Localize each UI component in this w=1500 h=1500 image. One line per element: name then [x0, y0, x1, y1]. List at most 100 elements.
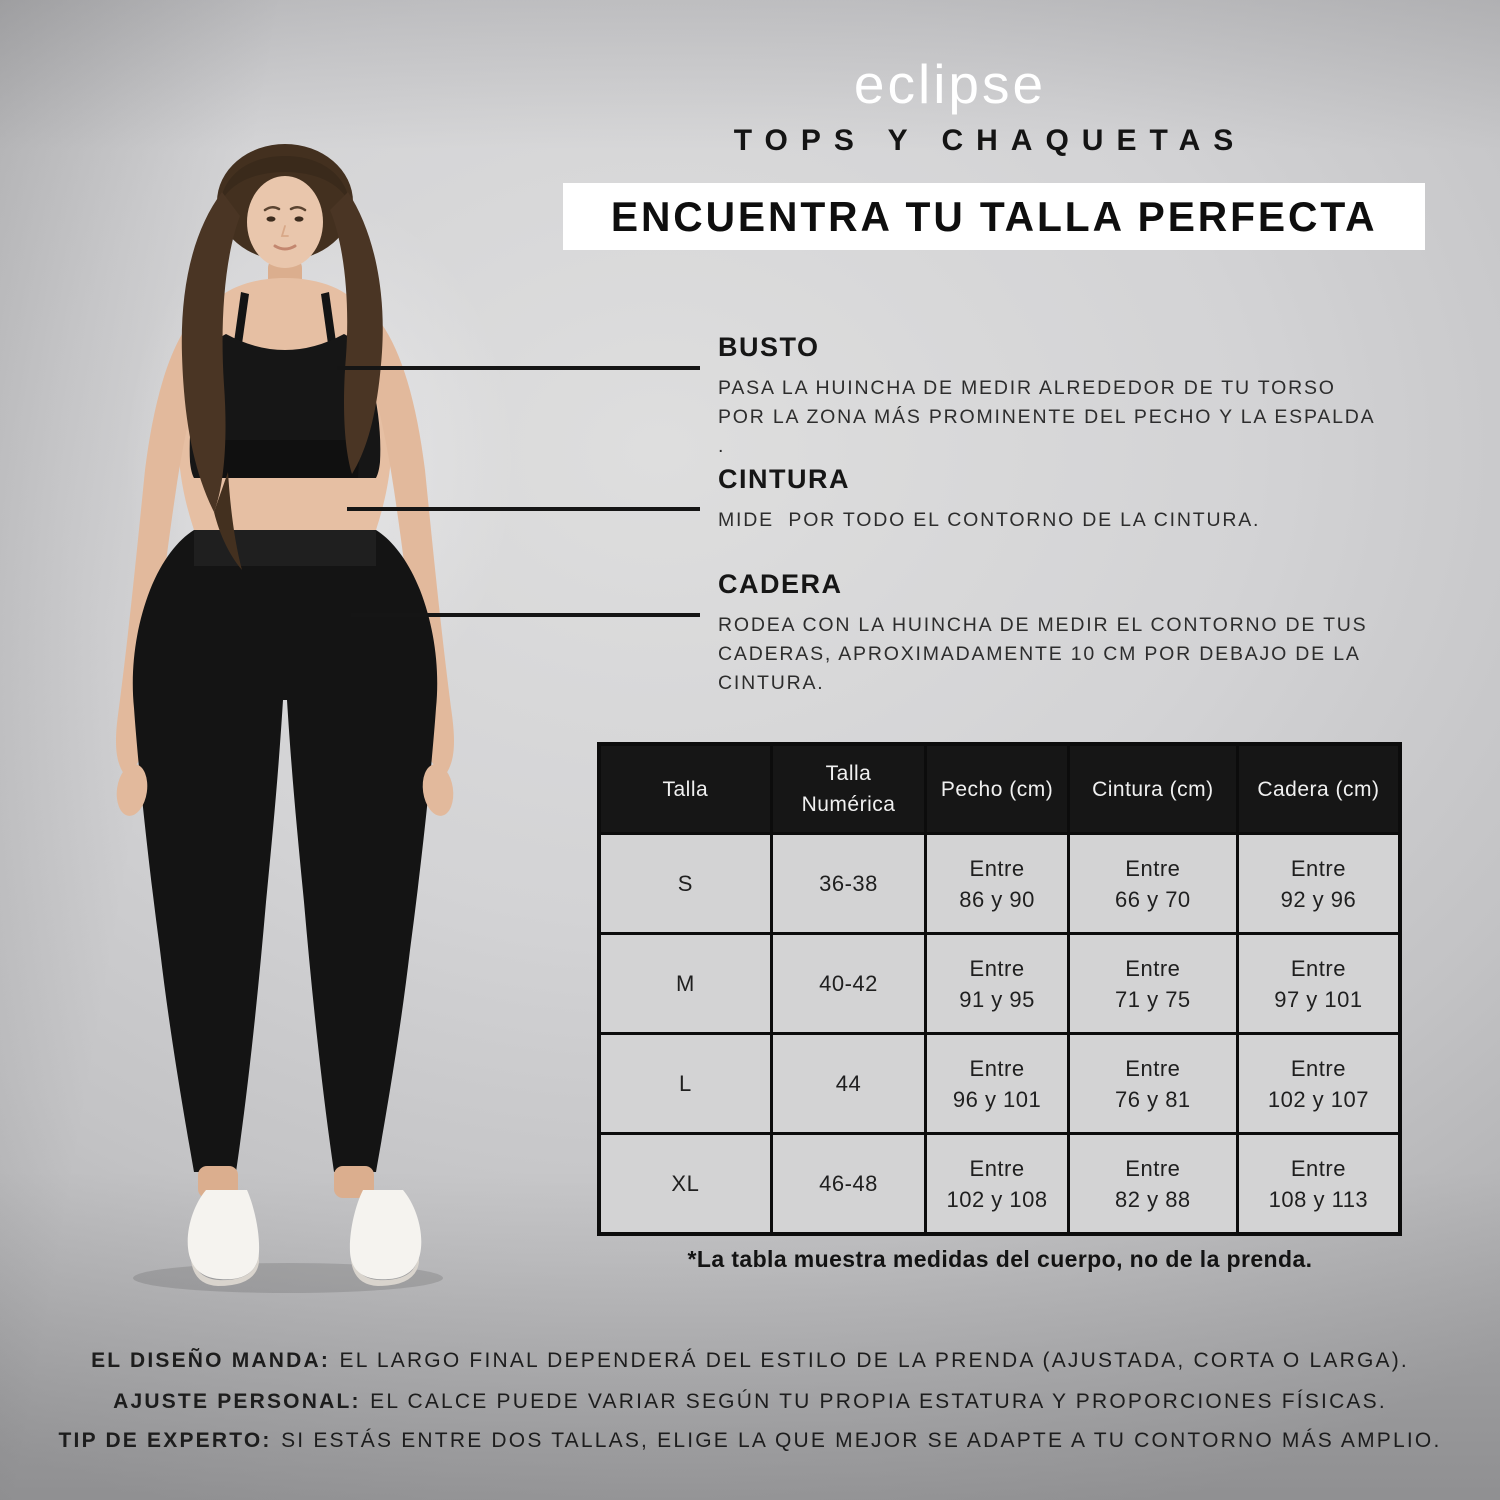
table-cell: Entre 108 y 113 [1235, 1132, 1402, 1236]
size-table-header: Talla Talla Numérica Pecho (cm) Cintura (cm)… [597, 742, 1402, 835]
table-cell: Entre 92 y 96 [1235, 832, 1402, 935]
header-row: Talla Talla Numérica Pecho (cm) Cintura (cm)… [597, 742, 1402, 835]
expert-tip-note-text: SI ESTÁS ENTRE DOS TALLAS, ELIGE LA QUE … [281, 1429, 1442, 1452]
cell-line: 66 y 70 [1115, 886, 1191, 912]
cell-line: Entre [969, 1155, 1025, 1181]
cell-line: Talla [825, 762, 872, 785]
cell-line: Entre [1125, 1055, 1181, 1081]
cell-line: L [678, 1071, 692, 1096]
table-cell: L [597, 1032, 773, 1135]
title-banner: ENCUENTRA TU TALLA PERFECTA [563, 183, 1425, 250]
design-note: EL DISEÑO MANDA: EL LARGO FINAL DEPENDERÁ… [20, 1349, 1480, 1373]
category-title: TOPS Y CHAQUETAS [733, 124, 1247, 157]
cell-line: 91 y 95 [959, 986, 1035, 1012]
cell-line: 108 y 113 [1268, 1186, 1369, 1212]
table-row: M 40-42 Entre 91 y 95 Entre 71 y 75 Entre 97 y … [597, 932, 1402, 1035]
table-cell: 44 [769, 1032, 928, 1135]
cell-line: Entre [1125, 855, 1181, 881]
cell-line: Entre [969, 955, 1025, 981]
cell-line: 92 y 96 [1280, 886, 1357, 912]
table-cell: S [597, 832, 773, 935]
table-cell: Entre 97 y 101 [1235, 932, 1402, 1035]
cell-line: 97 y 101 [1274, 986, 1363, 1012]
personal-fit-note: AJUSTE PERSONAL: EL CALCE PUEDE VARIAR SE… [20, 1390, 1480, 1414]
header-cell: Pecho (cm) [924, 742, 1070, 835]
cell-line: 102 y 108 [946, 1186, 1048, 1212]
busto-annotation-line [337, 366, 700, 370]
model-photo [116, 144, 454, 1293]
page-title: ENCUENTRA TU TALLA PERFECTA [610, 192, 1378, 240]
expert-tip-note-lead: TIP DE EXPERTO: [58, 1429, 272, 1452]
cell-line: 102 y 107 [1267, 1086, 1369, 1112]
table-cell: Entre 82 y 88 [1066, 1132, 1239, 1236]
cintura-line-1: MIDE POR TODO EL CONTORNO DE LA CINTURA. [718, 509, 1261, 531]
cell-line: Entre [1290, 1155, 1346, 1181]
table-cell: Entre 76 y 81 [1066, 1032, 1239, 1135]
cell-line: Entre [1290, 1055, 1346, 1081]
expert-tip-note: TIP DE EXPERTO: SI ESTÁS ENTRE DOS TALLAS… [20, 1429, 1480, 1453]
cell-line: 96 y 101 [952, 1086, 1042, 1112]
table-cell: Entre 102 y 108 [924, 1132, 1070, 1236]
table-cell: 36-38 [769, 832, 928, 935]
cell-line: 40-42 [819, 971, 878, 996]
cell-line: 82 y 88 [1115, 1186, 1191, 1212]
table-footnote: *La tabla muestra medidas del cuerpo, no… [687, 1246, 1313, 1272]
table-cell: XL [597, 1132, 773, 1236]
design-note-lead: EL DISEÑO MANDA: [91, 1349, 331, 1372]
cell-line: Entre [1290, 855, 1346, 881]
busto-line-2: POR LA ZONA MÁS PROMINENTE DEL PECHO Y L… [718, 406, 1376, 428]
cadera-line-3: CINTURA. [718, 672, 825, 694]
busto-heading: BUSTO [718, 332, 820, 362]
table-row: S 36-38 Entre 86 y 90 Entre 66 y 70 Entre 92 y … [597, 832, 1402, 935]
table-cell: 40-42 [769, 932, 928, 1035]
cell-line: 46-48 [819, 1171, 878, 1196]
cell-line: M [675, 971, 695, 996]
table-cell: 46-48 [769, 1132, 928, 1236]
cadera-annotation-line [351, 613, 700, 617]
design-note-text: EL LARGO FINAL DEPENDERÁ DEL ESTILO DE L… [339, 1349, 1409, 1372]
cell-line: Entre [1290, 955, 1346, 981]
cell-line: Entre [1125, 955, 1181, 981]
cadera-line-1: RODEA CON LA HUINCHA DE MEDIR EL CONTORN… [718, 614, 1368, 636]
cell-line: S [677, 871, 693, 896]
table-cell: M [597, 932, 773, 1035]
size-table-body: S 36-38 Entre 86 y 90 Entre 66 y 70 Entre 92 y … [597, 832, 1402, 1236]
cell-line: Entre [969, 855, 1025, 881]
table-cell: Entre 102 y 107 [1235, 1032, 1402, 1135]
header-cell: Cadera (cm) [1235, 742, 1402, 835]
table-cell: Entre 91 y 95 [924, 932, 1070, 1035]
cell-line: Numérica [801, 793, 896, 816]
table-cell: Entre 71 y 75 [1066, 932, 1239, 1035]
table-cell: Entre 86 y 90 [924, 832, 1070, 935]
cell-line: XL [671, 1171, 700, 1196]
table-row: L 44 Entre 96 y 101 Entre 76 y 81 Entre 102 y 1… [597, 1032, 1402, 1135]
cell-line: 36-38 [819, 871, 878, 896]
cell-line: Cintura (cm) [1092, 777, 1214, 801]
table-row: XL 46-48 Entre 102 y 108 Entre 82 y 88 Entre 10… [597, 1132, 1402, 1236]
cell-line: Entre [969, 1055, 1025, 1081]
cadera-line-2: CADERAS, APROXIMADAMENTE 10 CM POR DEBAJ… [718, 643, 1361, 665]
table-cell: Entre 66 y 70 [1066, 832, 1239, 935]
header-cell: Cintura (cm) [1066, 742, 1239, 835]
personal-fit-note-lead: AJUSTE PERSONAL: [113, 1390, 361, 1413]
cell-line: 76 y 81 [1115, 1086, 1191, 1112]
personal-fit-note-text: EL CALCE PUEDE VARIAR SEGÚN TU PROPIA ES… [370, 1390, 1387, 1413]
brand-logo: eclipse [853, 53, 1047, 115]
cintura-annotation-line [347, 507, 700, 511]
cintura-heading: CINTURA [718, 464, 850, 494]
cell-line: Pecho (cm) [940, 777, 1054, 801]
table-cell: Entre 96 y 101 [924, 1032, 1070, 1135]
header-cell: Talla [597, 742, 773, 835]
busto-description: PASA LA HUINCHA DE MEDIR ALREDEDOR DE TU… [718, 374, 1418, 461]
cell-line: Talla [662, 777, 709, 801]
cadera-description: RODEA CON LA HUINCHA DE MEDIR EL CONTORN… [718, 611, 1418, 698]
cadera-heading: CADERA [718, 569, 843, 599]
cell-line: 71 y 75 [1115, 986, 1191, 1012]
header-cell: Talla Numérica [769, 742, 928, 835]
busto-line-1: PASA LA HUINCHA DE MEDIR ALREDEDOR DE TU… [718, 377, 1336, 399]
cell-line: Entre [1125, 1155, 1181, 1181]
cintura-description: MIDE POR TODO EL CONTORNO DE LA CINTURA. [718, 506, 1418, 535]
cell-line: Cadera (cm) [1257, 777, 1380, 801]
busto-line-3: . [718, 435, 726, 457]
